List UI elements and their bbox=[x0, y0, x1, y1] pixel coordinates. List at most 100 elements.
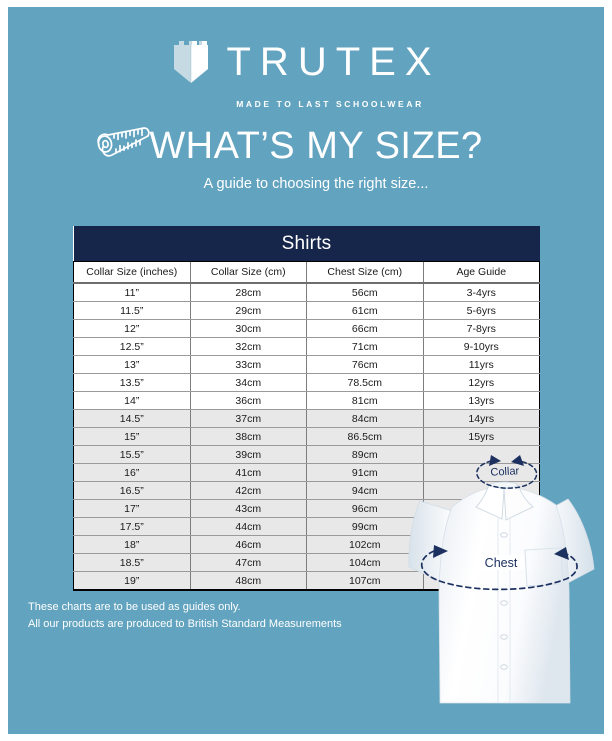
table-cell: 13yrs bbox=[422, 391, 540, 410]
table-row: 11.5” 29cm 61cm 5-6yrs bbox=[73, 301, 540, 320]
table-cell: 33cm bbox=[189, 355, 307, 374]
table-cell bbox=[422, 445, 540, 464]
table-cell: 16” bbox=[73, 463, 190, 482]
table-cell: 56cm bbox=[306, 283, 423, 302]
table-row: 13.5” 34cm 78.5cm 12yrs bbox=[73, 373, 540, 392]
table-row: 18” 46cm 102cm bbox=[73, 535, 540, 554]
table-cell: 104cm bbox=[306, 553, 423, 572]
table-cell: 11” bbox=[73, 283, 190, 302]
table-title: Shirts bbox=[73, 226, 540, 262]
table-cell: 19” bbox=[73, 571, 190, 591]
table-cell: 84cm bbox=[306, 409, 423, 428]
table-cell: 13” bbox=[73, 355, 190, 374]
measuring-tape-icon bbox=[97, 127, 150, 157]
table-cell: 47cm bbox=[189, 553, 307, 572]
table-cell: 29cm bbox=[189, 301, 307, 320]
table-col-header: Age Guide bbox=[422, 261, 540, 284]
table-cell: 12” bbox=[73, 319, 190, 338]
table-cell: 99cm bbox=[306, 517, 423, 536]
table-cell: 12.5” bbox=[73, 337, 190, 356]
brand-logo: TRUTEX MADE TO LAST SCHOOLWEAR bbox=[8, 39, 604, 109]
table-header-row: Collar Size (inches) Collar Size (cm) Ches… bbox=[73, 261, 540, 284]
table-cell: 38cm bbox=[189, 427, 307, 446]
footer-note: These charts are to be used as guides on… bbox=[28, 599, 342, 633]
table-cell: 14yrs bbox=[422, 409, 540, 428]
table-cell: 28cm bbox=[189, 283, 307, 302]
table-col-header: Collar Size (inches) bbox=[73, 261, 190, 284]
shirt-collar-left bbox=[475, 484, 505, 520]
table-cell: 30cm bbox=[189, 319, 307, 338]
table-cell bbox=[422, 463, 540, 482]
collar-arrow-right bbox=[511, 455, 524, 466]
table-title-row: Shirts bbox=[73, 226, 540, 262]
table-cell: 16.5” bbox=[73, 481, 190, 500]
table-cell: 81cm bbox=[306, 391, 423, 410]
table-row: 12.5” 32cm 71cm 9-10yrs bbox=[73, 337, 540, 356]
table-cell: 42cm bbox=[189, 481, 307, 500]
shield-icon bbox=[173, 41, 208, 83]
table-cell: 36cm bbox=[189, 391, 307, 410]
table-cell: 11yrs bbox=[422, 355, 540, 374]
table-cell: 94cm bbox=[306, 481, 423, 500]
page-title: WHAT’S MY SIZE? bbox=[149, 125, 483, 167]
table-cell: 3-4yrs bbox=[422, 283, 540, 302]
table-cell: 34cm bbox=[189, 373, 307, 392]
table-cell: 89cm bbox=[306, 445, 423, 464]
shirt-diagram: Chest Collar bbox=[406, 441, 604, 734]
table-row: 12” 30cm 66cm 7-8yrs bbox=[73, 319, 540, 338]
table-cell: 13.5” bbox=[73, 373, 190, 392]
chest-label-bg bbox=[478, 555, 524, 570]
table-cell: 18.5” bbox=[73, 553, 190, 572]
table-cell: 76cm bbox=[306, 355, 423, 374]
shirt-collar-right bbox=[503, 484, 534, 521]
footer-line-2: All our products are produced to British… bbox=[28, 618, 342, 631]
table-col-header: Collar Size (cm) bbox=[189, 261, 307, 284]
table-row: 15” 38cm 86.5cm 15yrs bbox=[73, 427, 540, 446]
footer-line-1: These charts are to be used as guides on… bbox=[28, 601, 241, 613]
logo-row: TRUTEX bbox=[172, 39, 441, 85]
table-cell: 39cm bbox=[189, 445, 307, 464]
brand-tagline: MADE TO LAST SCHOOLWEAR bbox=[236, 99, 424, 109]
table-col-header: Chest Size (cm) bbox=[306, 261, 423, 284]
table-cell: 44cm bbox=[189, 517, 307, 536]
table-cell: 14.5” bbox=[73, 409, 190, 428]
table-cell: 5-6yrs bbox=[422, 301, 540, 320]
collar-measure-line bbox=[476, 460, 538, 489]
chest-arrow-right bbox=[554, 547, 569, 560]
chest-label: Chest bbox=[485, 556, 518, 570]
collar-label: Collar bbox=[490, 465, 520, 479]
table-cell: 18” bbox=[73, 535, 190, 554]
shirt-body bbox=[438, 486, 571, 704]
table-cell: 17.5” bbox=[73, 517, 190, 536]
table-cell: 61cm bbox=[306, 301, 423, 320]
table-cell: 15yrs bbox=[422, 427, 540, 446]
table-cell: 9-10yrs bbox=[422, 337, 540, 356]
table-row: 14.5” 37cm 84cm 14yrs bbox=[73, 409, 540, 428]
table-cell: 41cm bbox=[189, 463, 307, 482]
blue-panel: TRUTEX MADE TO LAST SCHOOLWEAR WHAT’S MY… bbox=[8, 7, 604, 734]
table-cell: 7-8yrs bbox=[422, 319, 540, 338]
table-cell: 11.5” bbox=[73, 301, 190, 320]
table-row: 11” 28cm 56cm 3-4yrs bbox=[73, 283, 540, 302]
shirt-pocket bbox=[524, 547, 564, 587]
table-cell: 15.5” bbox=[73, 445, 190, 464]
table-cell: 96cm bbox=[306, 499, 423, 518]
shirt-illustration: Chest Collar bbox=[408, 455, 595, 704]
table-cell: 32cm bbox=[189, 337, 307, 356]
table-row: 15.5” 39cm 89cm bbox=[73, 445, 540, 464]
table-cell: 78.5cm bbox=[306, 373, 423, 392]
table-row: 16” 41cm 91cm bbox=[73, 463, 540, 482]
table-cell: 37cm bbox=[189, 409, 307, 428]
table-row: 13” 33cm 76cm 11yrs bbox=[73, 355, 540, 374]
shirt-placket bbox=[497, 517, 511, 703]
headline-block: WHAT’S MY SIZE? A guide to choosing the … bbox=[8, 125, 604, 192]
collar-arrow-left bbox=[489, 455, 501, 466]
chest-measure-line bbox=[420, 550, 578, 591]
table-cell: 107cm bbox=[306, 571, 423, 591]
table-cell: 43cm bbox=[189, 499, 307, 518]
table-cell: 91cm bbox=[306, 463, 423, 482]
table-cell: 46cm bbox=[189, 535, 307, 554]
table-cell: 17” bbox=[73, 499, 190, 518]
table-cell: 86.5cm bbox=[306, 427, 423, 446]
